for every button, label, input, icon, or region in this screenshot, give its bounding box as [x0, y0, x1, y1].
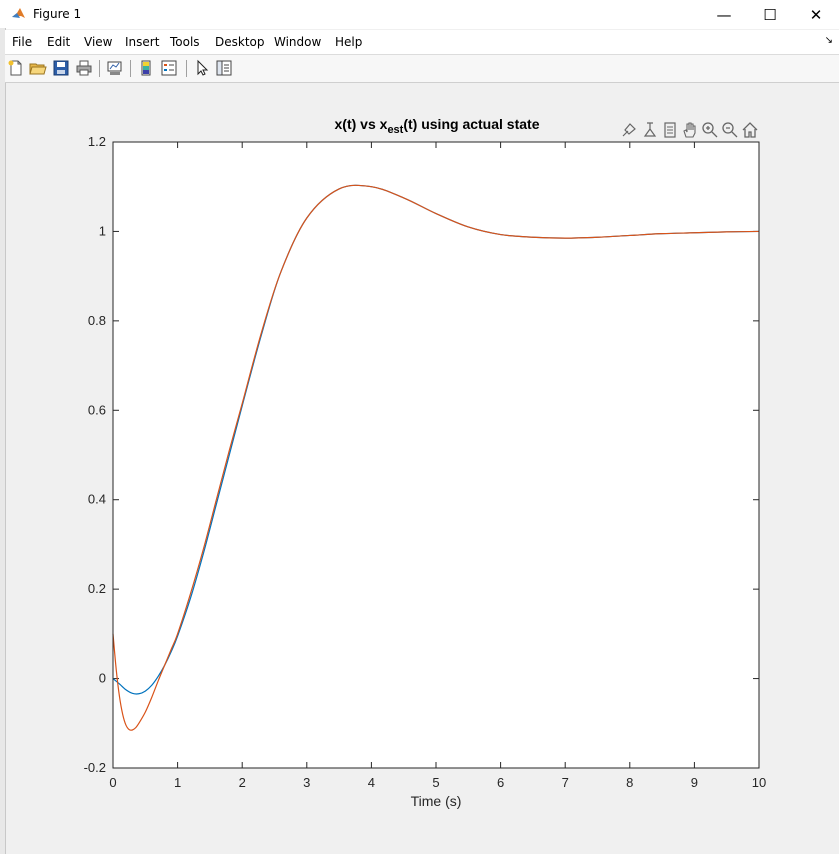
x-tick-label: 8	[626, 775, 633, 790]
window-title: Figure 1	[33, 7, 82, 21]
property-inspector-icon[interactable]	[215, 59, 233, 77]
colorbar-icon[interactable]	[137, 59, 155, 77]
menu-help[interactable]: Help	[335, 35, 363, 49]
maximize-icon: ☐	[763, 5, 777, 24]
data-cursor-icon[interactable]	[641, 121, 659, 139]
y-tick-label: 0.2	[88, 581, 106, 596]
y-tick-label: 0	[99, 671, 106, 686]
plot-title: x(t) vs xest(t) using actual state	[300, 116, 574, 136]
menu-insert[interactable]: Insert	[125, 35, 160, 49]
new-figure-icon[interactable]	[7, 59, 25, 77]
x-tick-label: 7	[562, 775, 569, 790]
minimize-button[interactable]: —	[701, 0, 747, 29]
y-tick-label: 1.2	[88, 134, 106, 149]
y-tick-label: 0.8	[88, 313, 106, 328]
x-tick-label: 4	[368, 775, 375, 790]
x-tick-label: 1	[174, 775, 181, 790]
plot-title-rest: (t) using actual state	[403, 116, 540, 132]
pan-icon[interactable]	[681, 121, 699, 139]
close-icon: ✕	[809, 5, 823, 24]
menu-desktop[interactable]: Desktop	[215, 35, 265, 49]
plot-title-main: x(t) vs x	[334, 116, 388, 132]
x-tick-label: 2	[239, 775, 246, 790]
rotate-icon[interactable]	[661, 121, 679, 139]
x-tick-label: 0	[109, 775, 116, 790]
menu-view[interactable]: View	[84, 35, 113, 49]
x-tick-label: 5	[432, 775, 439, 790]
y-tick-label: 1	[99, 223, 106, 238]
close-button[interactable]: ✕	[793, 0, 839, 29]
menu-tools[interactable]: Tools	[170, 35, 200, 49]
pointer-icon[interactable]	[193, 59, 211, 77]
series-line-x-est	[112, 184, 760, 731]
y-tick-label: -0.2	[84, 760, 106, 775]
axes-background	[113, 142, 759, 768]
title-bar[interactable]: Figure 1 — ☐ ✕	[0, 0, 839, 29]
menu-window[interactable]: Window	[274, 35, 322, 49]
figure-toolbar	[5, 55, 839, 83]
toolbar-separator	[99, 60, 100, 77]
x-tick-label: 3	[303, 775, 310, 790]
x-tick-label: 6	[497, 775, 504, 790]
x-tick-label: 9	[691, 775, 698, 790]
link-plot-icon[interactable]	[106, 59, 124, 77]
legend-icon[interactable]	[160, 59, 178, 77]
y-tick-label: 0.4	[88, 492, 106, 507]
open-file-icon[interactable]	[29, 59, 47, 77]
maximize-button[interactable]: ☐	[747, 0, 793, 29]
plot-title-subscript: est	[387, 124, 404, 136]
print-icon[interactable]	[75, 59, 93, 77]
background-window-edge	[0, 28, 6, 854]
brush-icon[interactable]	[620, 121, 638, 139]
x-tick-label: 10	[752, 775, 766, 790]
menu-bar: File Edit View Insert Tools Desktop Wind…	[5, 30, 839, 55]
toolbar-separator	[130, 60, 131, 77]
y-tick-label: 0.6	[88, 402, 106, 417]
x-axis-label: Time (s)	[411, 793, 462, 809]
toolbar-separator	[186, 60, 187, 77]
zoom-out-icon[interactable]	[721, 121, 739, 139]
axes-box	[112, 141, 760, 769]
menu-file[interactable]: File	[12, 35, 33, 49]
home-icon[interactable]	[741, 121, 759, 139]
plot-lines	[112, 184, 760, 731]
menu-overflow-icon[interactable]: ↘	[824, 35, 833, 46]
save-icon[interactable]	[52, 59, 70, 77]
zoom-in-icon[interactable]	[701, 121, 719, 139]
minimize-icon: —	[716, 5, 732, 24]
matlab-icon	[11, 6, 27, 22]
menu-edit[interactable]: Edit	[47, 35, 71, 49]
